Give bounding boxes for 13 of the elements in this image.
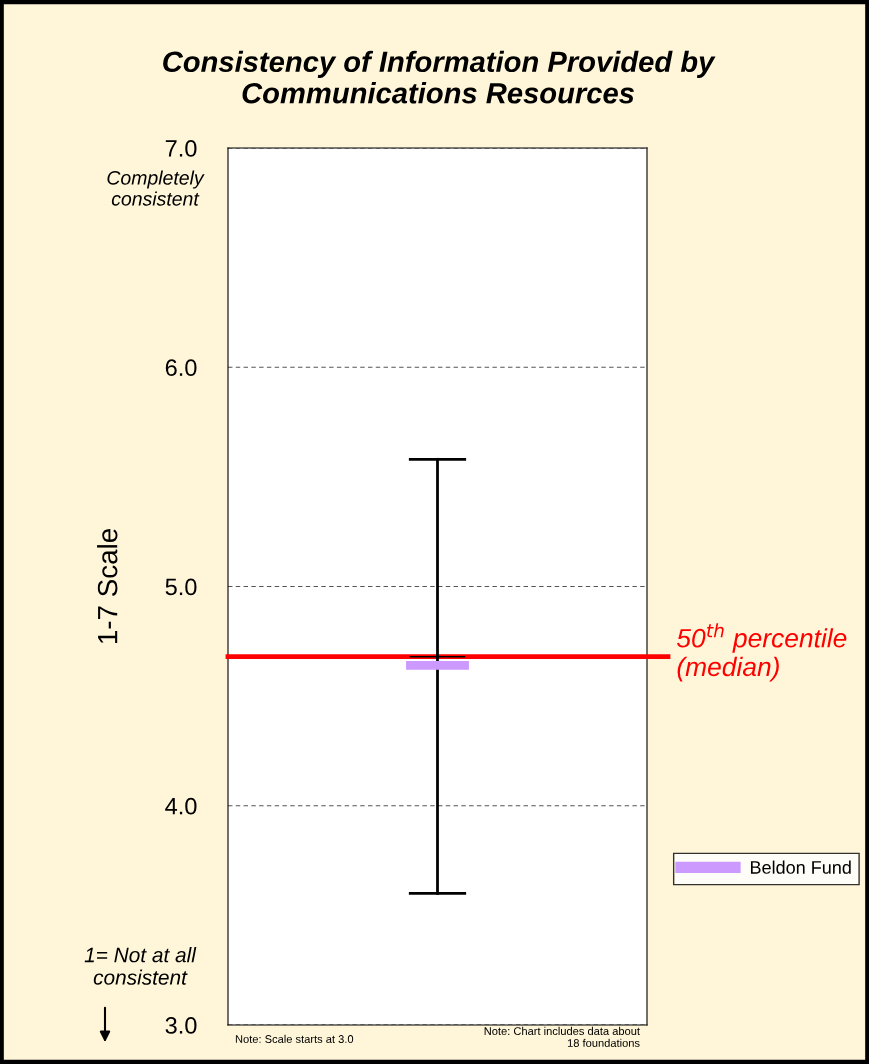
y-tick-label: 4.0 (165, 797, 197, 815)
text: Completely consistent (107, 170, 205, 206)
y-axis-title: 1-7 Scale (97, 529, 118, 644)
y-tick-label: 3.0 (165, 1017, 197, 1034)
text: 1= Not at all consistent (84, 947, 197, 985)
text: Note: Scale starts at 3.0 (235, 1034, 354, 1043)
y-tick-label: 7.0 (165, 140, 197, 157)
ref-line-label: 50$^{th}$ percentile (median) (676, 623, 847, 682)
y-tick-label: 5.0 (165, 578, 197, 596)
legend-label: Beldon Fund (750, 860, 851, 874)
text: Note: Chart includes data about 18 foundations (484, 1026, 640, 1047)
chart-title: Consistency of Information Provided by Communications Resources (163, 50, 716, 104)
y-tick-label: 6.0 (165, 359, 197, 377)
